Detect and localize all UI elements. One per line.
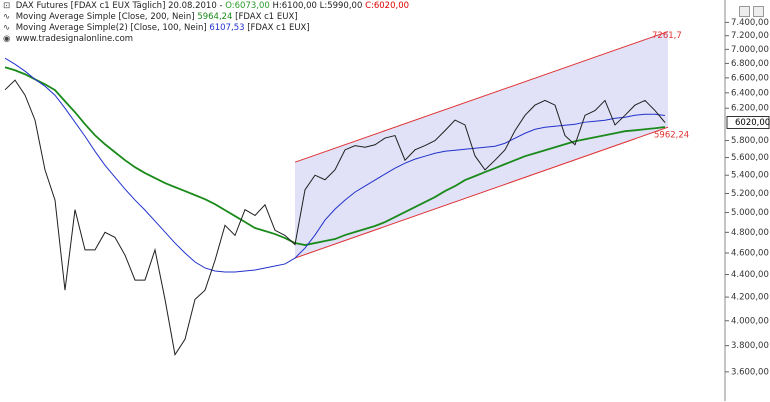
ohlc-label: C:6020,00	[365, 1, 410, 11]
series-line	[4, 66, 666, 246]
y-tick-label: 4.400,00	[731, 270, 769, 280]
series-line	[4, 79, 666, 356]
series-line	[4, 57, 666, 273]
legend-icon: ∿	[3, 12, 11, 22]
source: [FDAX c1 EUX]	[235, 12, 298, 22]
ma200-legend: ∿ Moving Average Simple [Close, 200, Nei…	[3, 12, 409, 23]
icon[interactable]	[753, 6, 764, 17]
y-tick-label: 6.800,00	[731, 59, 769, 69]
window-controls	[736, 2, 764, 21]
source: [FDAX c1 EUX]	[247, 23, 310, 33]
legend-icon: ∿	[3, 23, 11, 33]
y-tick-label: 3.600,00	[731, 367, 769, 377]
y-tick-label: 7.200,00	[731, 31, 769, 41]
legend-icon: ⊡	[3, 1, 11, 11]
y-tick-label: 4.000,00	[731, 316, 769, 326]
y-tick-label: 5.600,00	[731, 153, 769, 163]
last-price-label: 6020,00	[735, 118, 770, 128]
website: www.tradesignalonline.com	[15, 34, 134, 44]
last-value: 6107,53	[209, 23, 245, 33]
y-tick-label: 5.200,00	[731, 189, 769, 199]
y-tick-label: 7.400,00	[731, 18, 769, 28]
ohlc-label: L:5990,00	[319, 1, 363, 11]
channel-area	[295, 31, 668, 259]
y-tick-label: 5.800,00	[731, 136, 769, 146]
y-tick-label: 6.200,00	[731, 104, 769, 114]
series-name: DAX Futures [FDAX c1 EUX Täglich] 20.08.…	[15, 1, 223, 11]
channel-label: 5962,24	[654, 131, 689, 141]
y-tick-label: 4.200,00	[731, 293, 769, 303]
y-tick-label: 6.600,00	[731, 73, 769, 83]
axis-panel	[725, 0, 770, 402]
ohlc-label: H:6100,00	[272, 1, 317, 11]
y-tick-label: 7.000,00	[731, 45, 769, 55]
legend-icon: ◉	[3, 34, 11, 44]
y-tick-label: 5.400,00	[731, 171, 769, 181]
last-value: 5964,24	[197, 12, 233, 22]
y-tick-label: 5.000,00	[731, 208, 769, 218]
icon[interactable]	[739, 6, 750, 17]
y-tick-label: 4.600,00	[731, 248, 769, 258]
y-tick-label: 3.800,00	[731, 341, 769, 351]
watermark: ◉ www.tradesignalonline.com	[3, 34, 409, 45]
legend: ⊡ DAX Futures [FDAX c1 EUX Täglich] 20.0…	[3, 1, 409, 45]
channel-lower	[294, 126, 669, 259]
ohlc-label: O:6073,00	[225, 1, 270, 11]
channel-upper	[294, 31, 669, 163]
last-price-box	[726, 116, 770, 130]
series-name: Moving Average Simple [Close, 200, Nein]	[15, 12, 195, 22]
y-tick-label: 4.800,00	[731, 228, 769, 238]
series-name: Moving Average Simple(2) [Close, 100, Ne…	[15, 23, 207, 33]
channel-label: 7261,7	[652, 31, 682, 41]
price-legend: ⊡ DAX Futures [FDAX c1 EUX Täglich] 20.0…	[3, 1, 409, 12]
ma100-legend: ∿ Moving Average Simple(2) [Close, 100, …	[3, 23, 409, 34]
y-tick-label: 6.400,00	[731, 88, 769, 98]
